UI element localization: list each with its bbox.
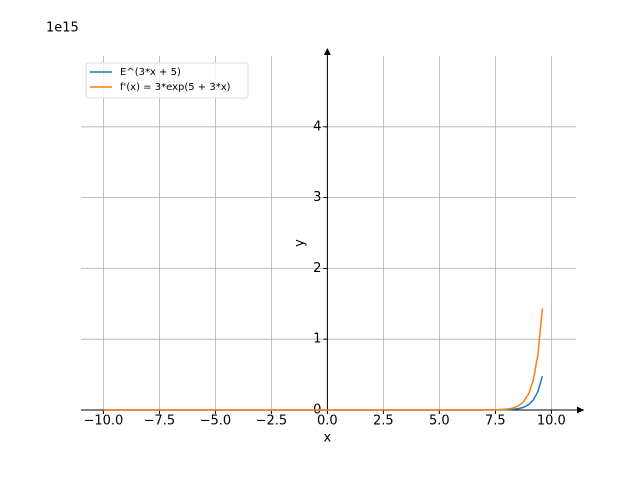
- x-tick-label: 0.0: [317, 414, 338, 429]
- x-tick-label: −2.5: [256, 414, 288, 429]
- x-tick-label: −5.0: [200, 414, 232, 429]
- legend-label: E^(3*x + 5): [120, 67, 181, 78]
- y-axis-label: y: [293, 239, 308, 247]
- legend: E^(3*x + 5) f'(x) = 3*exp(5 + 3*x): [85, 62, 249, 99]
- x-tick-label: 7.5: [485, 414, 506, 429]
- offset-label: 1e15: [46, 21, 79, 36]
- y-arrow: [323, 48, 331, 55]
- x-tick-label: −7.5: [144, 414, 176, 429]
- x-tick-label: −10.0: [83, 414, 123, 429]
- x-tick-label: 10.0: [537, 414, 566, 429]
- x-axis-label: x: [324, 431, 332, 446]
- line: [103, 308, 544, 411]
- y-tick-label: 1: [313, 332, 321, 347]
- legend-box: [85, 62, 249, 99]
- x-arrow: [577, 406, 584, 414]
- x-tick-label: 5.0: [429, 414, 450, 429]
- legend-label: f'(x) = 3*exp(5 + 3*x): [120, 82, 231, 93]
- y-tick-label: 4: [313, 119, 321, 134]
- line: [103, 375, 544, 411]
- y-tick-label: 3: [313, 190, 321, 205]
- y-tick-label: 2: [313, 261, 321, 276]
- x-tick-label: 2.5: [373, 414, 394, 429]
